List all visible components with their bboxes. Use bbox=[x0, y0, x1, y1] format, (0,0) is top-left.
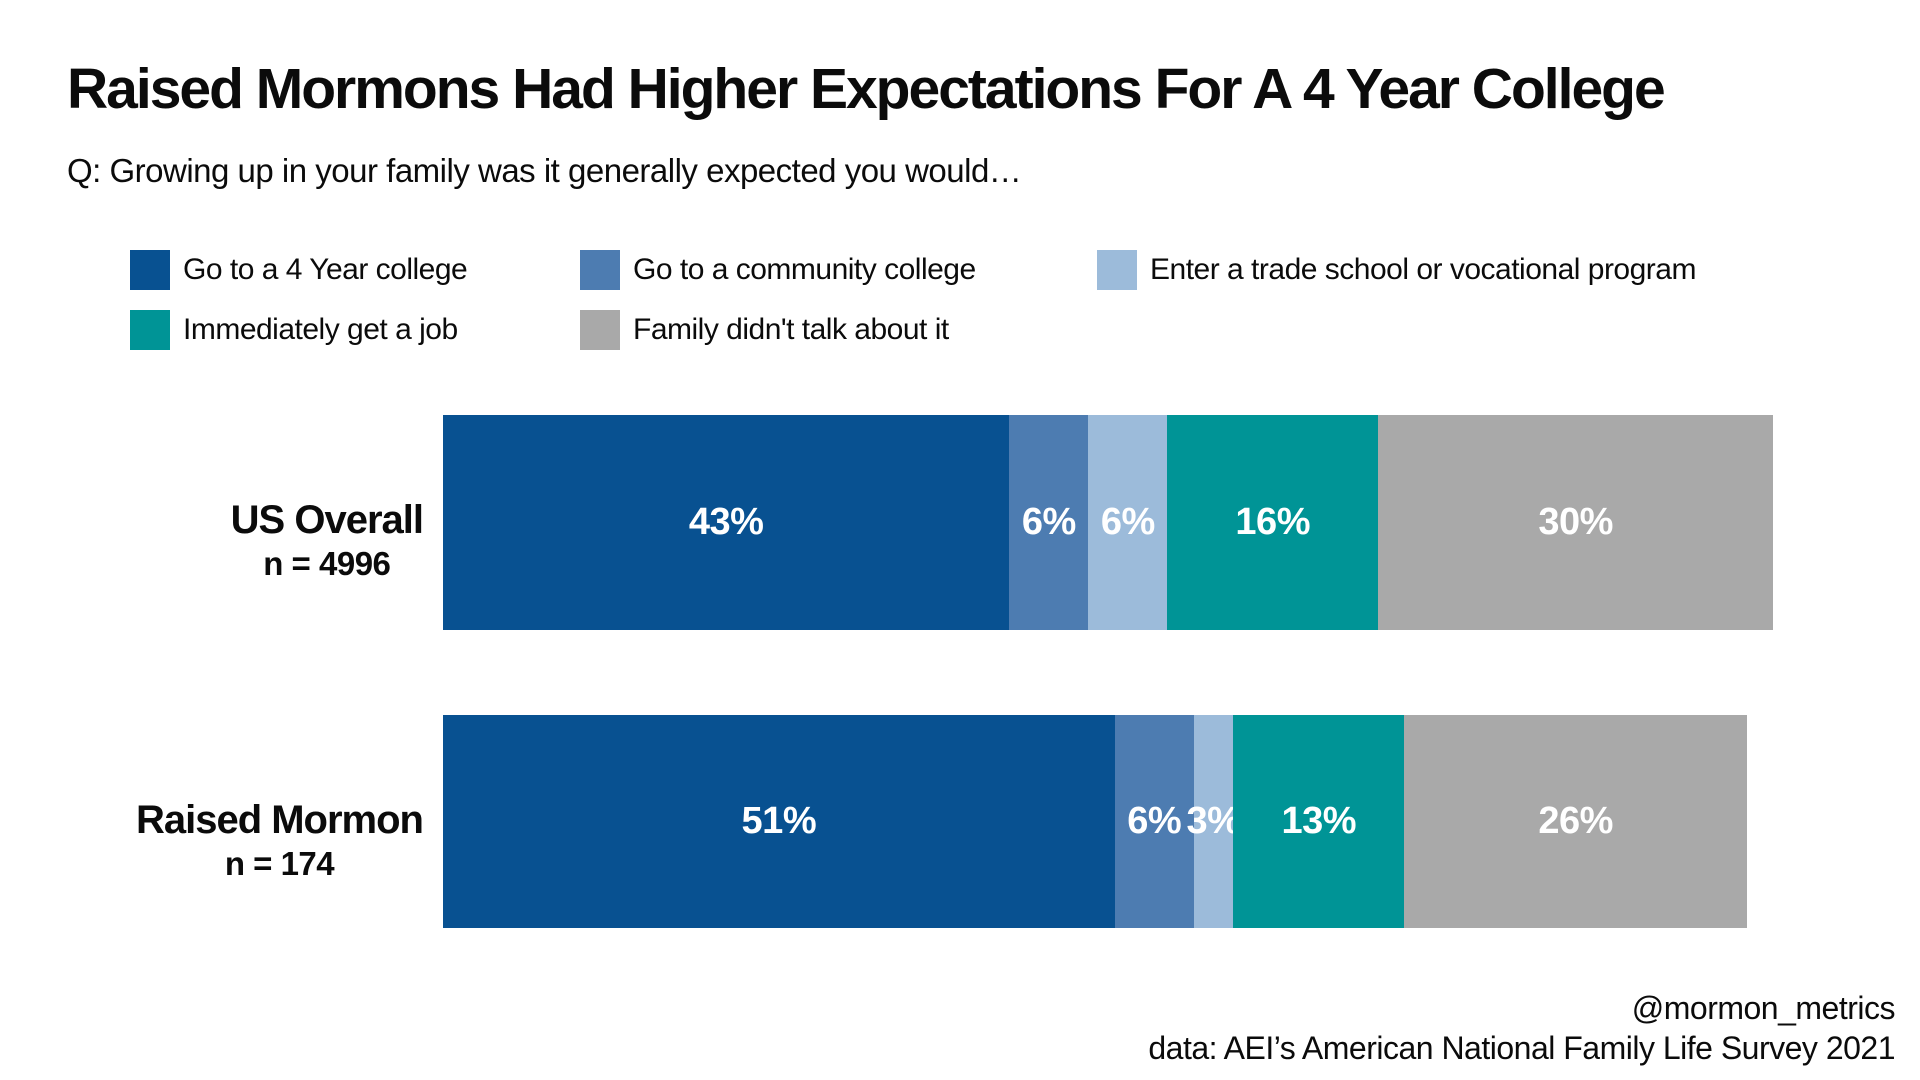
legend-label: Family didn't talk about it bbox=[633, 313, 949, 346]
legend-swatch bbox=[1097, 250, 1137, 290]
bar-segment: 43% bbox=[443, 415, 1010, 630]
legend-item: Family didn't talk about it bbox=[580, 310, 949, 350]
chart-subtitle: Q: Growing up in your family was it gene… bbox=[67, 152, 1022, 189]
bar-segment: 51% bbox=[443, 715, 1115, 928]
legend-item: Immediately get a job bbox=[130, 310, 458, 350]
bar-segment: 30% bbox=[1378, 415, 1774, 630]
bar-segment: 13% bbox=[1233, 715, 1405, 928]
segment-value-label: 30% bbox=[1538, 501, 1613, 543]
segment-value-label: 26% bbox=[1538, 800, 1613, 842]
bar-segment: 16% bbox=[1167, 415, 1379, 630]
bar-segment: 3% bbox=[1186, 715, 1241, 928]
legend-swatch bbox=[130, 250, 170, 290]
row-label: US Overall bbox=[230, 498, 424, 542]
bar-row-label-block: US Overall n = 4996 bbox=[230, 496, 424, 584]
legend-label: Go to a 4 Year college bbox=[183, 253, 468, 286]
segment-value-label: 6% bbox=[1100, 501, 1155, 543]
segment-value-label: 3% bbox=[1186, 800, 1241, 842]
footer-source: data: AEI’s American National Family Lif… bbox=[1148, 1030, 1895, 1066]
footer-handle: @mormon_metrics bbox=[1631, 990, 1896, 1026]
legend-swatch bbox=[580, 250, 620, 290]
segment-value-label: 6% bbox=[1021, 501, 1076, 543]
row-sublabel: n = 4996 bbox=[263, 545, 391, 582]
segment-value-label: 51% bbox=[741, 800, 817, 842]
legend-item: Go to a community college bbox=[580, 250, 976, 290]
legend-item: Go to a 4 Year college bbox=[130, 250, 468, 290]
legend-label: Immediately get a job bbox=[183, 313, 458, 346]
chart-title: Raised Mormons Had Higher Expectations F… bbox=[67, 57, 1666, 121]
legend-label: Enter a trade school or vocational progr… bbox=[1150, 253, 1696, 286]
segment-value-label: 13% bbox=[1281, 800, 1357, 842]
row-label: Raised Mormon bbox=[135, 798, 424, 842]
row-sublabel: n = 174 bbox=[224, 845, 335, 882]
legend-item: Enter a trade school or vocational progr… bbox=[1097, 250, 1696, 290]
bar-row-label-block: Raised Mormon n = 174 bbox=[135, 796, 424, 884]
bar-segment: 6% bbox=[1009, 415, 1089, 630]
legend-label: Go to a community college bbox=[633, 253, 976, 286]
segment-value-label: 6% bbox=[1127, 800, 1182, 842]
bar-segment: 6% bbox=[1114, 715, 1194, 928]
bar-segment: 26% bbox=[1404, 715, 1747, 928]
footer: @mormon_metrics data: AEI’s American Nat… bbox=[1148, 988, 1895, 1068]
segment-value-label: 16% bbox=[1235, 501, 1310, 543]
legend-swatch bbox=[130, 310, 170, 350]
bar-segment: 6% bbox=[1088, 415, 1168, 630]
segment-value-label: 43% bbox=[688, 501, 764, 543]
legend-swatch bbox=[580, 310, 620, 350]
